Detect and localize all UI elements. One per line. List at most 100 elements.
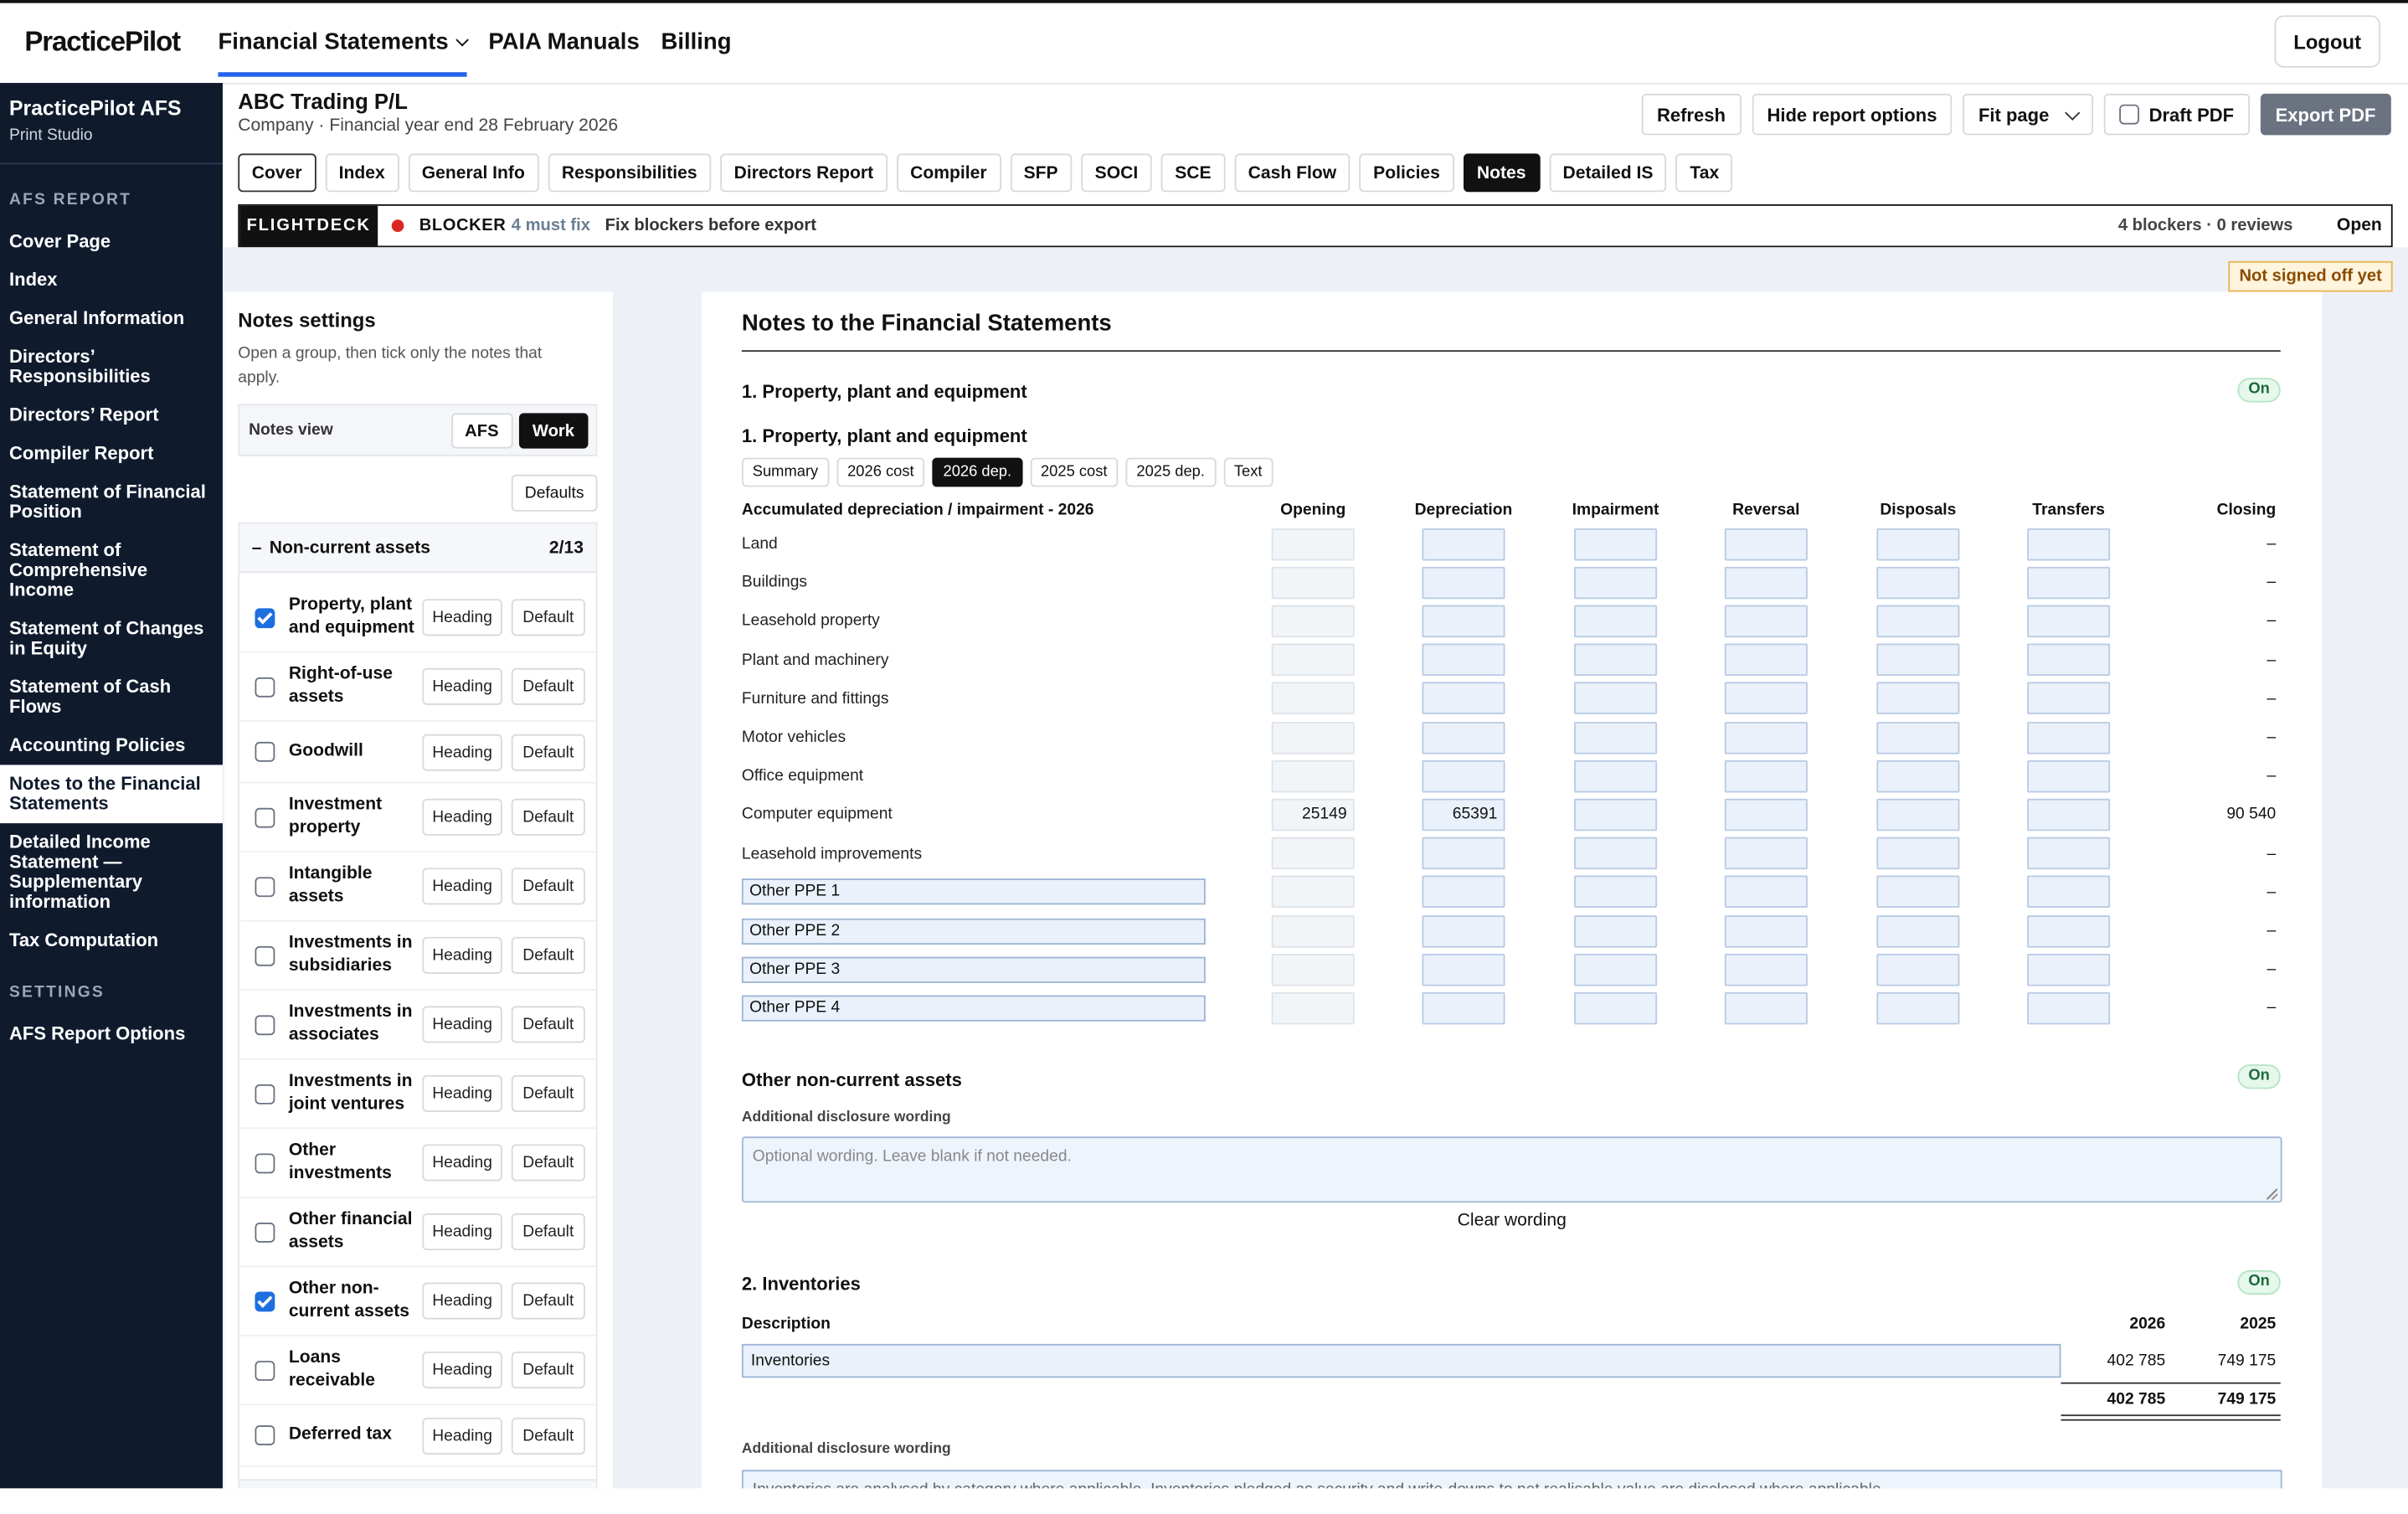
note-row-button[interactable]: Heading — [422, 798, 502, 836]
amount-cell[interactable] — [1876, 798, 1960, 832]
note-checkbox[interactable] — [255, 1222, 275, 1242]
note-row-button[interactable]: Default — [511, 1074, 585, 1112]
amount-cell[interactable] — [1724, 914, 1808, 947]
sidebar-item[interactable]: Statement of Changes in Equity — [9, 616, 204, 658]
note-row-button[interactable]: Default — [511, 936, 585, 974]
refresh-button[interactable]: Refresh — [1641, 93, 1742, 136]
row-label-input[interactable]: Other PPE 1 — [741, 878, 1206, 905]
view-option[interactable]: AFS — [450, 413, 513, 449]
report-tab[interactable]: Responsibilities — [548, 153, 712, 193]
amount-cell[interactable] — [1724, 528, 1808, 560]
amount-cell[interactable] — [1724, 721, 1808, 754]
amount-cell[interactable] — [1574, 914, 1658, 947]
amount-cell[interactable] — [1422, 876, 1505, 909]
note-checkbox[interactable] — [255, 945, 275, 966]
sidebar-item[interactable]: Detailed Income Statement — Supplementar… — [9, 830, 151, 912]
amount-cell[interactable] — [1574, 682, 1658, 715]
subtab[interactable]: 2025 cost — [1030, 457, 1119, 487]
defaults-button[interactable]: Defaults — [511, 474, 598, 512]
export-pdf-button[interactable]: Export PDF — [2260, 93, 2391, 136]
subtab[interactable]: 2025 dep. — [1125, 457, 1216, 487]
sidebar-item[interactable]: AFS Report Options — [9, 1022, 186, 1044]
sidebar-item[interactable]: Notes to the Financial Statements — [0, 764, 223, 823]
note-row-button[interactable]: Heading — [422, 667, 502, 705]
sidebar-item[interactable]: Index — [9, 268, 58, 290]
amount-cell[interactable] — [1724, 760, 1808, 792]
amount-cell[interactable] — [1422, 682, 1505, 715]
report-tab[interactable]: Directors Report — [720, 153, 888, 193]
amount-cell[interactable] — [1724, 798, 1808, 832]
amount-cell[interactable] — [1422, 566, 1505, 599]
row-label-input[interactable]: Other PPE 3 — [741, 956, 1206, 983]
nav-item[interactable]: Financial Statements — [218, 28, 469, 54]
amount-cell[interactable] — [1574, 953, 1658, 986]
subtab[interactable]: 2026 cost — [836, 457, 925, 487]
status-pill[interactable]: On — [2237, 1064, 2281, 1089]
note-row-button[interactable]: Heading — [422, 599, 502, 636]
amount-cell[interactable] — [1876, 991, 1960, 1025]
note-checkbox[interactable] — [255, 1084, 275, 1104]
sidebar-item[interactable]: Accounting Policies — [9, 733, 186, 755]
note-row-button[interactable]: Heading — [422, 868, 502, 905]
status-pill[interactable]: On — [2237, 378, 2281, 403]
sidebar-item[interactable]: Directors’ Responsibilities — [9, 344, 151, 387]
note-checkbox[interactable] — [255, 1425, 275, 1445]
report-tab[interactable]: Policies — [1359, 153, 1454, 193]
amount-cell[interactable] — [1574, 991, 1658, 1025]
amount-cell[interactable] — [1724, 605, 1808, 637]
amount-cell[interactable]: 65391 — [1422, 798, 1505, 832]
amount-cell[interactable] — [1574, 605, 1658, 637]
amount-cell[interactable] — [1724, 566, 1808, 599]
amount-cell[interactable] — [2027, 528, 2111, 560]
note-row-button[interactable]: Heading — [422, 1074, 502, 1112]
subtab[interactable]: Summary — [741, 457, 830, 487]
amount-cell[interactable] — [1724, 682, 1808, 715]
group-header[interactable]: – Non-current assets 2/13 — [239, 523, 596, 574]
note-row-button[interactable]: Default — [511, 1006, 585, 1043]
note-row-button[interactable]: Heading — [422, 1352, 502, 1389]
amount-cell[interactable] — [1574, 643, 1658, 677]
amount-cell[interactable] — [2027, 953, 2111, 986]
status-pill[interactable]: On — [2237, 1269, 2281, 1295]
amount-cell[interactable] — [1422, 760, 1505, 792]
amount-cell[interactable] — [2027, 798, 2111, 832]
report-tab[interactable]: Cash Flow — [1234, 153, 1351, 193]
note-row-button[interactable]: Default — [511, 798, 585, 836]
amount-cell[interactable] — [2027, 837, 2111, 870]
nav-item[interactable]: PAIA Manuals — [488, 28, 639, 54]
row-label-input[interactable]: Other PPE 2 — [741, 917, 1206, 945]
hide-options-button[interactable]: Hide report options — [1752, 93, 1953, 136]
note-row-button[interactable]: Default — [511, 1282, 585, 1320]
amount-cell[interactable] — [1574, 528, 1658, 560]
wording-textarea[interactable]: Inventories are analysed by category whe… — [741, 1470, 2282, 1489]
amount-cell[interactable] — [1422, 991, 1505, 1025]
note-checkbox[interactable] — [255, 1290, 275, 1311]
amount-cell[interactable] — [1724, 837, 1808, 870]
note-checkbox[interactable] — [255, 876, 275, 897]
amount-cell[interactable] — [2027, 760, 2111, 792]
report-tab[interactable]: SOCI — [1081, 153, 1152, 193]
logout-button[interactable]: Logout — [2274, 15, 2380, 68]
amount-cell[interactable] — [1876, 876, 1960, 909]
note-row-button[interactable]: Heading — [422, 1213, 502, 1251]
amount-cell[interactable] — [1574, 876, 1658, 909]
amount-cell[interactable] — [1422, 605, 1505, 637]
subtab[interactable]: 2026 dep. — [932, 457, 1022, 487]
amount-cell[interactable] — [1422, 643, 1505, 677]
note-row-button[interactable]: Heading — [422, 1417, 502, 1455]
report-tab[interactable]: Notes — [1463, 153, 1541, 193]
note-row-button[interactable]: Heading — [422, 1282, 502, 1320]
report-tab[interactable]: SCE — [1160, 153, 1226, 193]
sidebar-item[interactable]: Directors’ Report — [9, 403, 159, 425]
report-tab[interactable]: Cover — [238, 153, 316, 193]
amount-cell[interactable] — [1724, 876, 1808, 909]
amount-cell[interactable] — [1876, 682, 1960, 715]
amount-cell[interactable] — [1876, 953, 1960, 986]
amount-cell[interactable] — [1876, 566, 1960, 599]
amount-cell[interactable] — [1422, 914, 1505, 947]
row-label-input[interactable]: Other PPE 4 — [741, 995, 1206, 1022]
amount-cell[interactable] — [1574, 798, 1658, 832]
report-tab[interactable]: SFP — [1010, 153, 1073, 193]
amount-cell[interactable] — [2027, 876, 2111, 909]
note-row-button[interactable]: Default — [511, 1213, 585, 1251]
